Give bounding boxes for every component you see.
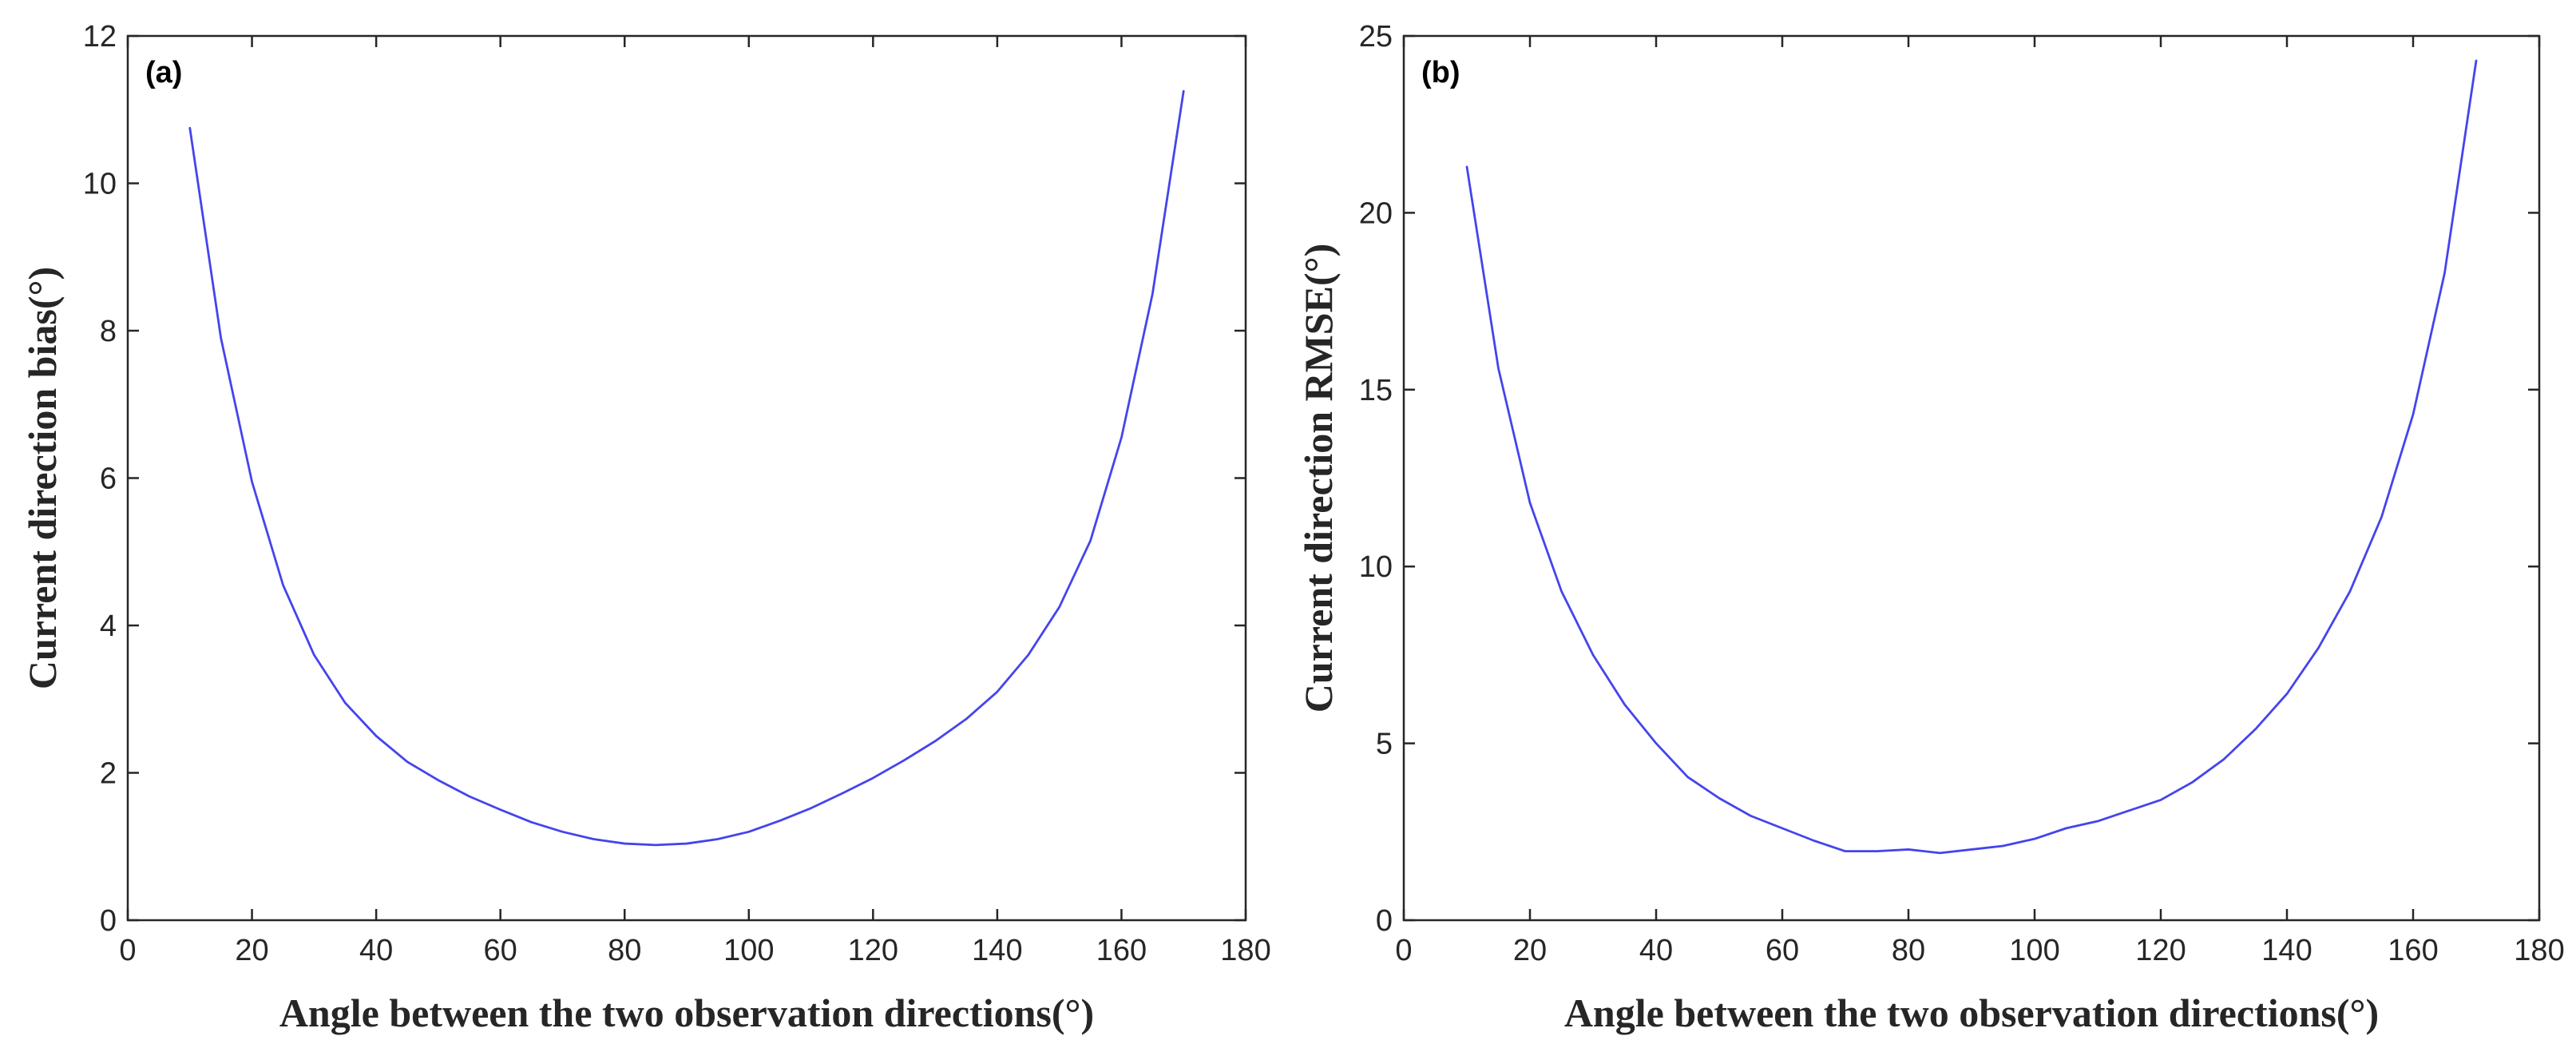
- x-tick-label: 80: [1892, 934, 1925, 967]
- x-tick-label: 140: [972, 934, 1022, 967]
- y-tick-label: 6: [100, 462, 117, 496]
- x-tick-label: 120: [2135, 934, 2186, 967]
- y-tick-label: 10: [83, 168, 117, 201]
- y-tick-label: 8: [100, 315, 117, 348]
- x-tick-label: 60: [1766, 934, 1799, 967]
- series-line-rmse: [1465, 59, 2478, 855]
- y-tick-label: 25: [1359, 20, 1393, 54]
- y-tick-label: 15: [1359, 374, 1393, 407]
- x-tick-label: 160: [2388, 934, 2438, 967]
- y-axis-title: Current direction RMSE(°): [1296, 244, 1341, 713]
- series-line-bias: [188, 89, 1185, 847]
- y-axis-title: Current direction bias(°): [20, 267, 65, 689]
- axes-box: [126, 34, 1247, 922]
- x-axis-title: Angle between the two observation direct…: [279, 990, 1094, 1035]
- y-tick-label: 2: [100, 757, 117, 791]
- panel-label: (b): [1421, 56, 1460, 89]
- y-tick-label: 0: [100, 904, 117, 938]
- x-tick-label: 180: [2514, 934, 2564, 967]
- x-tick-label: 40: [1639, 934, 1673, 967]
- x-tick-label: 100: [723, 934, 774, 967]
- x-tick-label: 120: [848, 934, 898, 967]
- x-tick-label: 20: [235, 934, 268, 967]
- y-tick-label: 0: [1376, 904, 1393, 938]
- axes-box: [1402, 34, 2541, 922]
- x-tick-label: 60: [484, 934, 517, 967]
- x-axis-title: Angle between the two observation direct…: [1564, 990, 2379, 1035]
- x-tick-label: 0: [1395, 934, 1412, 967]
- y-tick-label: 5: [1376, 728, 1393, 761]
- x-tick-label: 40: [359, 934, 393, 967]
- x-tick-label: 20: [1513, 934, 1547, 967]
- x-tick-label: 100: [2009, 934, 2059, 967]
- x-tick-label: 140: [2261, 934, 2312, 967]
- chart-panel-2: 0 20 40 60 80 100 120 140 160 180 0 5 10 15 20 25 (b) Ang…: [1296, 20, 2565, 1035]
- x-tick-label: 160: [1096, 934, 1147, 967]
- x-tick-label: 0: [119, 934, 136, 967]
- chart-panel-1: 0 20 40 60 80 100 120 140 160 180 0 2 4 6 8 10 12 (a) Angl…: [20, 20, 1271, 1035]
- y-tick-label: 20: [1359, 197, 1393, 230]
- panel-label: (a): [145, 56, 182, 89]
- x-tick-label: 180: [1220, 934, 1270, 967]
- x-tick-label: 80: [608, 934, 641, 967]
- y-tick-label: 12: [83, 20, 117, 54]
- y-tick-label: 4: [100, 609, 117, 643]
- y-tick-label: 10: [1359, 550, 1393, 584]
